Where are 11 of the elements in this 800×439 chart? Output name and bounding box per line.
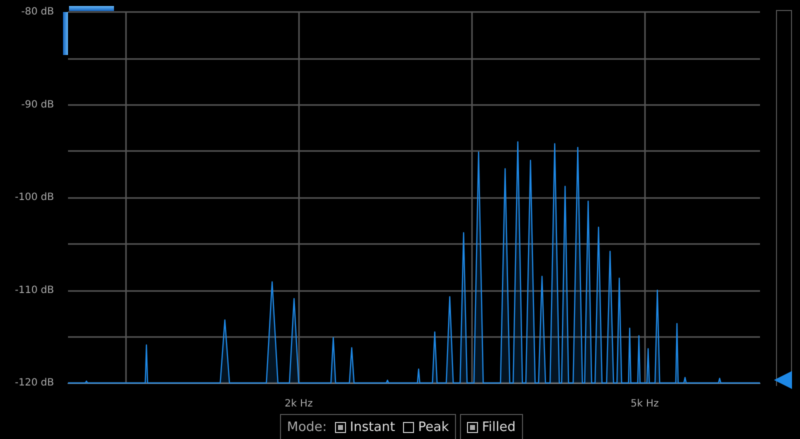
text: Instant	[350, 420, 396, 435]
y-tick-label: -80 dB	[21, 6, 54, 18]
y-tick-label: -90 dB	[21, 99, 54, 110]
text: Mode:	[287, 420, 327, 435]
x-tick-label: 5k Hz	[630, 398, 659, 410]
text: Peak	[418, 420, 449, 435]
y-tick-label: -120 dB	[14, 378, 54, 388]
x-tick-label: 2k Hz	[284, 398, 313, 410]
y-tick-label: -100 dB	[14, 192, 54, 203]
y-tick-label: -110 dB	[14, 284, 54, 296]
text: Filled	[482, 420, 516, 435]
